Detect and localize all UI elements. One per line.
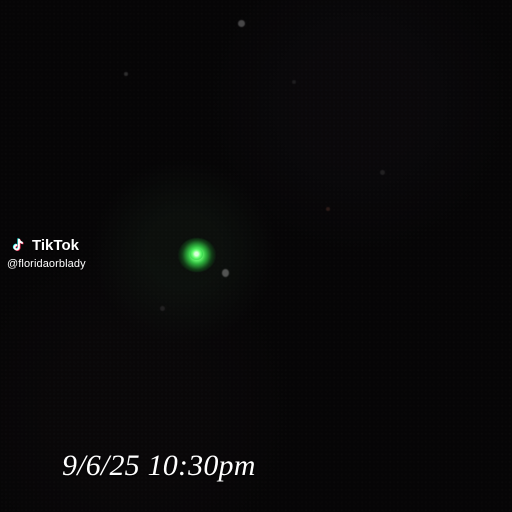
distant-light: [160, 306, 165, 311]
green-orb: [190, 248, 203, 260]
distant-light: [238, 20, 245, 27]
date-time-caption: 9/6/25 10:30pm: [62, 449, 256, 482]
tiktok-watermark: TikTok: [8, 236, 79, 256]
distant-light: [326, 207, 330, 211]
tiktok-brand-label: TikTok: [32, 237, 79, 254]
distant-light: [292, 80, 296, 84]
distant-light: [222, 269, 229, 277]
tiktok-icon: [8, 236, 28, 256]
distant-light: [124, 72, 128, 76]
creator-handle: @floridaorblady: [7, 258, 86, 270]
distant-light: [380, 170, 385, 175]
